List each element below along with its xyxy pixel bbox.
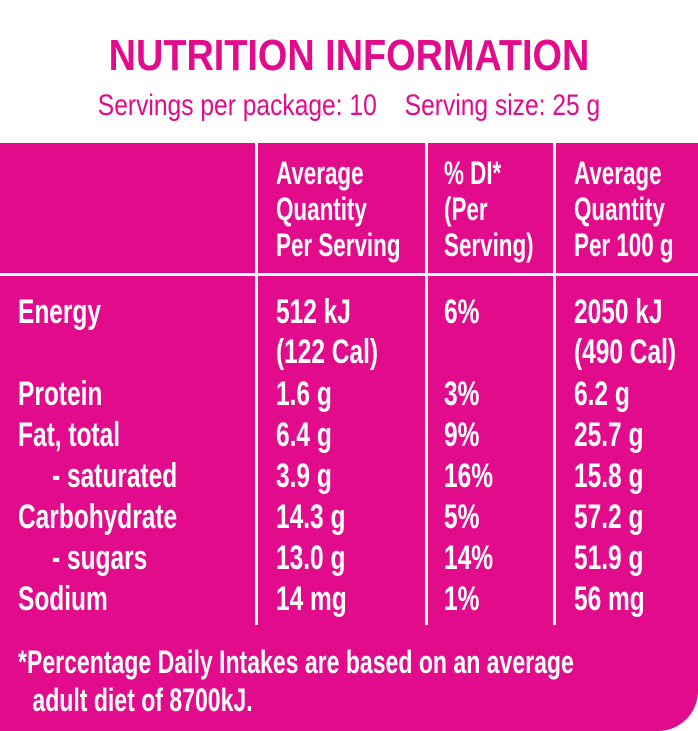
fat-total-di: 9% — [444, 416, 480, 454]
saturated-di: 16% — [444, 457, 494, 495]
sodium-di: 1% — [444, 580, 480, 618]
footnote-line-1: *Percentage Daily Intakes are based on a… — [18, 644, 574, 680]
saturated-per100: 15.8 g — [574, 457, 644, 495]
protein-per100: 6.2 g — [574, 375, 630, 413]
col-header-di-3: Serving) — [444, 227, 534, 263]
footnote-line-2: adult diet of 8700kJ. — [32, 682, 253, 718]
row-name-protein: Protein — [18, 375, 103, 413]
energy-serving-cal: (122 Cal) — [276, 333, 379, 371]
column-divider — [255, 143, 258, 625]
sodium-per100: 56 mg — [574, 580, 645, 618]
row-name-sugars: - sugars — [52, 539, 148, 577]
sugars-per100: 51.9 g — [574, 539, 644, 577]
row-name-energy: Energy — [18, 293, 101, 331]
row-name-fat-total: Fat, total — [18, 416, 121, 454]
col-header-per-serving-3: Per Serving — [276, 227, 401, 263]
col-header-per-serving-1: Average — [276, 155, 364, 191]
carbohydrate-per100: 57.2 g — [574, 498, 644, 536]
footnote: *Percentage Daily Intakes are based on a… — [18, 643, 574, 719]
protein-di: 3% — [444, 375, 480, 413]
row-name-carbohydrate: Carbohydrate — [18, 498, 178, 536]
col-header-per100-3: Per 100 g — [574, 227, 674, 263]
saturated-serving: 3.9 g — [276, 457, 332, 495]
energy-serving: 512 kJ — [276, 293, 351, 331]
energy-per100-cal: (490 Cal) — [574, 333, 677, 371]
sugars-di: 14% — [444, 539, 494, 577]
footnote-box: *Percentage Daily Intakes are based on a… — [0, 625, 698, 731]
fat-total-serving: 6.4 g — [276, 416, 332, 454]
nutrition-table: Average Quantity Per Serving % DI* (Per … — [0, 140, 698, 625]
energy-per100: 2050 kJ — [574, 293, 663, 331]
row-name-sodium: Sodium — [18, 580, 108, 618]
col-header-per100-2: Quantity — [574, 191, 665, 227]
servings-line: Servings per package: 10 Serving size: 25… — [63, 86, 635, 126]
fat-total-per100: 25.7 g — [574, 416, 644, 454]
servings-per-package: Servings per package: 10 — [97, 89, 377, 122]
row-name-saturated: - saturated — [52, 457, 178, 495]
carbohydrate-di: 5% — [444, 498, 480, 536]
col-header-di-2: (Per — [444, 191, 488, 227]
carbohydrate-serving: 14.3 g — [276, 498, 346, 536]
sodium-serving: 14 mg — [276, 580, 347, 618]
serving-size: Serving size: 25 g — [404, 89, 601, 122]
header-divider — [0, 273, 698, 276]
col-header-per100-1: Average — [574, 155, 662, 191]
energy-di: 6% — [444, 293, 480, 331]
col-header-di-1: % DI* — [444, 155, 502, 191]
nutrition-header: NUTRITION INFORMATION Servings per packa… — [0, 0, 698, 140]
column-divider — [425, 143, 428, 625]
page-title: NUTRITION INFORMATION — [108, 31, 590, 80]
sugars-serving: 13.0 g — [276, 539, 346, 577]
column-divider — [553, 143, 556, 625]
protein-serving: 1.6 g — [276, 375, 332, 413]
col-header-per-serving-2: Quantity — [276, 191, 367, 227]
